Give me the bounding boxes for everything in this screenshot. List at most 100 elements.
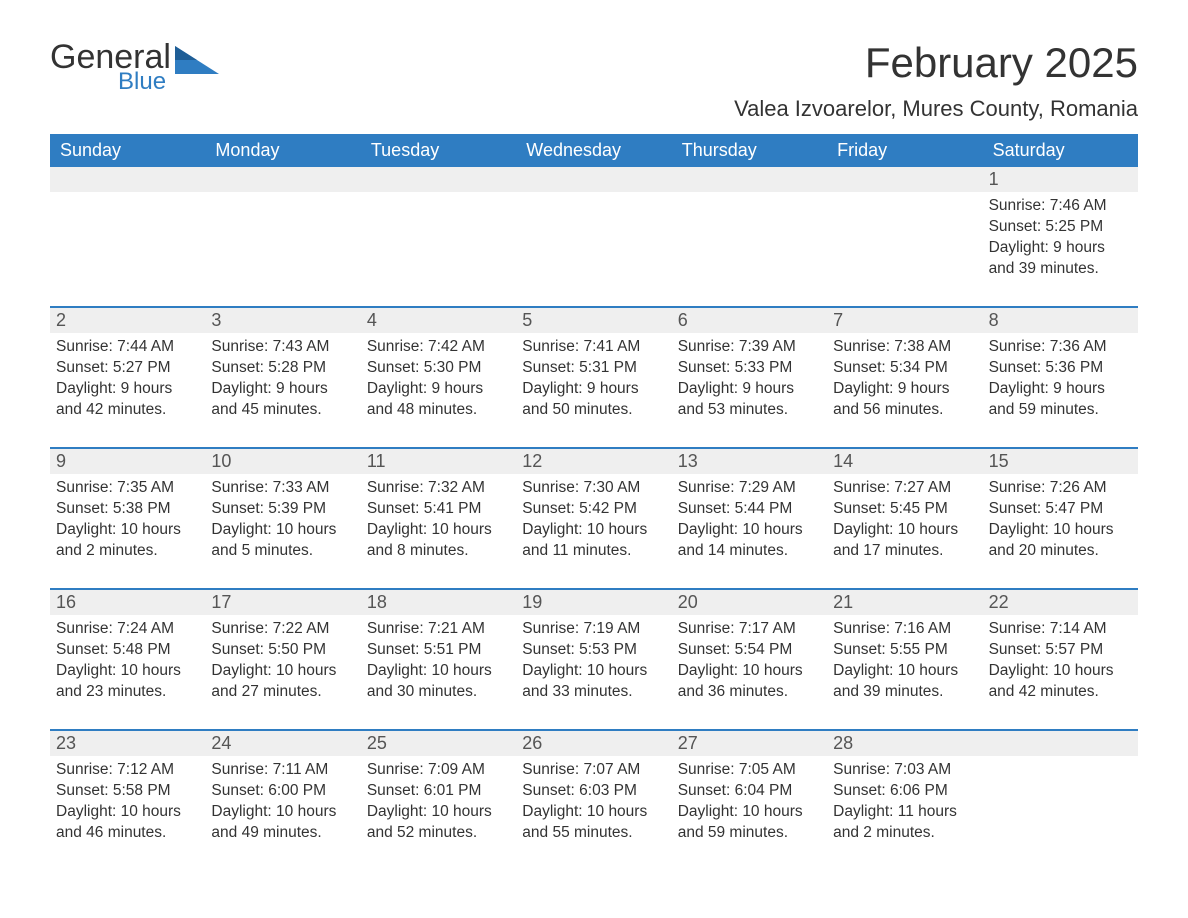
day-number <box>672 167 827 192</box>
daylight-text: Daylight: 10 hours and 17 minutes. <box>833 520 972 562</box>
daylight-text: Daylight: 10 hours and 33 minutes. <box>522 661 661 703</box>
day-number: 23 <box>50 731 205 756</box>
weekday-header: Sunday <box>50 134 205 167</box>
day-number: 3 <box>205 308 360 333</box>
day-number: 18 <box>361 590 516 615</box>
weekday-header-row: SundayMondayTuesdayWednesdayThursdayFrid… <box>50 134 1138 167</box>
sunrise-text: Sunrise: 7:21 AM <box>367 619 506 640</box>
daylight-text: Daylight: 9 hours and 59 minutes. <box>989 379 1128 421</box>
day-cell <box>983 756 1138 854</box>
day-number: 12 <box>516 449 671 474</box>
day-cell <box>361 192 516 290</box>
daylight-text: Daylight: 9 hours and 50 minutes. <box>522 379 661 421</box>
day-cell: Sunrise: 7:12 AMSunset: 5:58 PMDaylight:… <box>50 756 205 854</box>
daylight-text: Daylight: 10 hours and 14 minutes. <box>678 520 817 562</box>
weekday-header: Saturday <box>983 134 1138 167</box>
sunset-text: Sunset: 5:48 PM <box>56 640 195 661</box>
day-number <box>516 167 671 192</box>
sunrise-text: Sunrise: 7:27 AM <box>833 478 972 499</box>
day-cell: Sunrise: 7:29 AMSunset: 5:44 PMDaylight:… <box>672 474 827 572</box>
calendar: SundayMondayTuesdayWednesdayThursdayFrid… <box>50 134 1138 854</box>
day-number: 15 <box>983 449 1138 474</box>
sunset-text: Sunset: 6:06 PM <box>833 781 972 802</box>
sunrise-text: Sunrise: 7:33 AM <box>211 478 350 499</box>
daylight-text: Daylight: 10 hours and 59 minutes. <box>678 802 817 844</box>
sunset-text: Sunset: 5:27 PM <box>56 358 195 379</box>
daylight-text: Daylight: 10 hours and 27 minutes. <box>211 661 350 703</box>
logo-word-2: Blue <box>118 70 171 94</box>
daylight-text: Daylight: 10 hours and 23 minutes. <box>56 661 195 703</box>
day-number: 24 <box>205 731 360 756</box>
sunrise-text: Sunrise: 7:14 AM <box>989 619 1128 640</box>
day-number-row: 2345678 <box>50 308 1138 333</box>
sunrise-text: Sunrise: 7:44 AM <box>56 337 195 358</box>
daylight-text: Daylight: 9 hours and 56 minutes. <box>833 379 972 421</box>
day-cell: Sunrise: 7:33 AMSunset: 5:39 PMDaylight:… <box>205 474 360 572</box>
sunrise-text: Sunrise: 7:42 AM <box>367 337 506 358</box>
day-number: 7 <box>827 308 982 333</box>
daylight-text: Daylight: 10 hours and 39 minutes. <box>833 661 972 703</box>
sunset-text: Sunset: 5:28 PM <box>211 358 350 379</box>
sunrise-text: Sunrise: 7:12 AM <box>56 760 195 781</box>
day-number: 11 <box>361 449 516 474</box>
day-cell: Sunrise: 7:19 AMSunset: 5:53 PMDaylight:… <box>516 615 671 713</box>
day-number <box>983 731 1138 756</box>
week-row: 2345678Sunrise: 7:44 AMSunset: 5:27 PMDa… <box>50 306 1138 431</box>
day-cell: Sunrise: 7:38 AMSunset: 5:34 PMDaylight:… <box>827 333 982 431</box>
day-cell: Sunrise: 7:26 AMSunset: 5:47 PMDaylight:… <box>983 474 1138 572</box>
sunset-text: Sunset: 6:04 PM <box>678 781 817 802</box>
day-number: 16 <box>50 590 205 615</box>
sunset-text: Sunset: 5:30 PM <box>367 358 506 379</box>
sunrise-text: Sunrise: 7:32 AM <box>367 478 506 499</box>
sunset-text: Sunset: 5:58 PM <box>56 781 195 802</box>
sunrise-text: Sunrise: 7:24 AM <box>56 619 195 640</box>
day-cell: Sunrise: 7:42 AMSunset: 5:30 PMDaylight:… <box>361 333 516 431</box>
day-number: 28 <box>827 731 982 756</box>
day-number-row: 232425262728 <box>50 731 1138 756</box>
sunrise-text: Sunrise: 7:36 AM <box>989 337 1128 358</box>
day-cell <box>50 192 205 290</box>
day-cell: Sunrise: 7:24 AMSunset: 5:48 PMDaylight:… <box>50 615 205 713</box>
day-number <box>205 167 360 192</box>
daylight-text: Daylight: 10 hours and 30 minutes. <box>367 661 506 703</box>
day-cell: Sunrise: 7:36 AMSunset: 5:36 PMDaylight:… <box>983 333 1138 431</box>
header-bar: General Blue February 2025 Valea Izvoare… <box>50 40 1138 122</box>
weekday-header: Wednesday <box>516 134 671 167</box>
daylight-text: Daylight: 9 hours and 53 minutes. <box>678 379 817 421</box>
sunrise-text: Sunrise: 7:26 AM <box>989 478 1128 499</box>
week-row: 232425262728Sunrise: 7:12 AMSunset: 5:58… <box>50 729 1138 854</box>
sunrise-text: Sunrise: 7:43 AM <box>211 337 350 358</box>
day-number: 4 <box>361 308 516 333</box>
week-row: 9101112131415Sunrise: 7:35 AMSunset: 5:3… <box>50 447 1138 572</box>
day-number: 19 <box>516 590 671 615</box>
day-number: 20 <box>672 590 827 615</box>
day-cell: Sunrise: 7:27 AMSunset: 5:45 PMDaylight:… <box>827 474 982 572</box>
daylight-text: Daylight: 9 hours and 45 minutes. <box>211 379 350 421</box>
daylight-text: Daylight: 10 hours and 20 minutes. <box>989 520 1128 562</box>
sunrise-text: Sunrise: 7:16 AM <box>833 619 972 640</box>
day-cell: Sunrise: 7:09 AMSunset: 6:01 PMDaylight:… <box>361 756 516 854</box>
day-number: 26 <box>516 731 671 756</box>
sunset-text: Sunset: 5:54 PM <box>678 640 817 661</box>
day-number: 17 <box>205 590 360 615</box>
logo-triangle-icon <box>175 46 219 74</box>
day-cell: Sunrise: 7:44 AMSunset: 5:27 PMDaylight:… <box>50 333 205 431</box>
day-cell <box>516 192 671 290</box>
day-cell: Sunrise: 7:07 AMSunset: 6:03 PMDaylight:… <box>516 756 671 854</box>
day-number: 10 <box>205 449 360 474</box>
sunset-text: Sunset: 6:03 PM <box>522 781 661 802</box>
sunrise-text: Sunrise: 7:29 AM <box>678 478 817 499</box>
day-cell: Sunrise: 7:16 AMSunset: 5:55 PMDaylight:… <box>827 615 982 713</box>
daylight-text: Daylight: 10 hours and 55 minutes. <box>522 802 661 844</box>
daylight-text: Daylight: 10 hours and 42 minutes. <box>989 661 1128 703</box>
day-number: 1 <box>983 167 1138 192</box>
day-number-row: 16171819202122 <box>50 590 1138 615</box>
sunset-text: Sunset: 5:57 PM <box>989 640 1128 661</box>
sunrise-text: Sunrise: 7:17 AM <box>678 619 817 640</box>
sunset-text: Sunset: 5:47 PM <box>989 499 1128 520</box>
location-subtitle: Valea Izvoarelor, Mures County, Romania <box>734 96 1138 122</box>
day-cell: Sunrise: 7:46 AMSunset: 5:25 PMDaylight:… <box>983 192 1138 290</box>
sunrise-text: Sunrise: 7:41 AM <box>522 337 661 358</box>
day-number: 21 <box>827 590 982 615</box>
sunset-text: Sunset: 5:31 PM <box>522 358 661 379</box>
